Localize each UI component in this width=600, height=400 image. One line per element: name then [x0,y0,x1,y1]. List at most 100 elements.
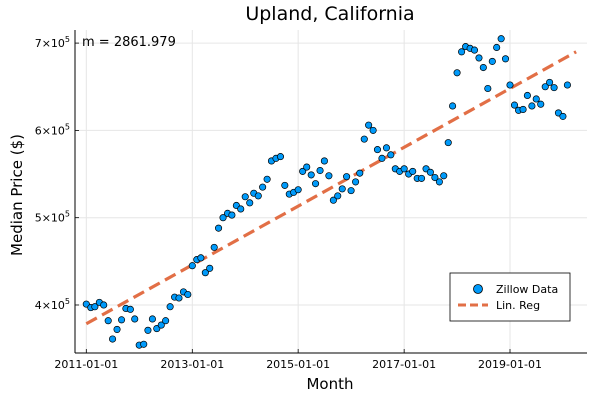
data-point [100,301,108,309]
data-point [276,153,285,161]
chart-title: Upland, California [245,3,414,25]
data-point [320,157,328,165]
data-point [219,214,227,222]
x-tick-label: 2011-01-01 [54,358,118,371]
data-point [373,146,382,154]
data-point [369,126,377,134]
data-point [360,135,368,143]
data-point [510,101,519,109]
data-point [210,243,218,251]
plot-frame [74,30,587,354]
slope-annotation: m = 2861.979 [82,35,176,50]
data-point [316,166,324,175]
data-point [131,315,139,323]
data-point [352,178,360,186]
data-point [458,48,466,56]
legend-label-linreg: Lin. Reg [496,299,540,312]
data-point [431,173,439,182]
data-point [197,254,205,262]
data-point [104,317,112,325]
regression-line-layer [85,50,577,326]
x-axis-ticks: 2011-01-01 2013-01-01 2015-01-01 2017-01-01… [54,358,542,371]
regression-line [85,50,577,326]
data-point [435,178,443,186]
data-point [299,167,307,175]
data-point [329,196,337,204]
y-tick-mantissa: 5 [35,212,42,225]
data-point [365,121,373,129]
y-tick-label: 6×105 [35,122,70,137]
y-tick-label: 5×105 [35,210,70,225]
legend-box [449,272,571,322]
y-tick-exponent: 5 [65,297,70,306]
data-point [523,91,531,100]
data-point [506,81,514,89]
legend-label-zillow: Zillow Data [496,283,558,296]
data-point [166,303,174,311]
data-point [175,294,183,302]
data-point [126,305,134,313]
data-point [559,112,567,120]
data-point [140,340,148,348]
y-tick-base: ×10 [42,212,65,225]
x-tick-label: 2019-01-01 [478,358,542,371]
data-point [418,174,426,182]
data-point [157,321,165,329]
y-axis-title: Median Price ($) [8,134,26,256]
data-point [294,186,302,194]
y-tick-exponent: 5 [65,210,70,219]
data-point [281,181,289,189]
data-point [312,180,320,188]
data-point [215,224,223,232]
data-point [532,95,540,103]
y-tick-label: 4×105 [35,297,70,312]
data-point [400,165,408,173]
data-point [537,100,545,108]
data-point [201,269,209,277]
data-point [449,102,457,110]
y-tick-exponent: 5 [65,122,70,131]
data-point [259,183,267,191]
data-point [303,163,311,171]
data-point [501,55,510,63]
data-point [470,46,479,54]
data-point [338,185,346,193]
data-point [113,325,121,333]
data-point [493,43,501,52]
data-point [382,144,391,152]
data-point [307,171,315,179]
y-tick-base: ×10 [42,299,65,312]
data-point [444,139,452,147]
data-point [541,83,549,91]
data-point [109,335,117,343]
y-tick-label: 7×105 [35,35,70,50]
data-point [263,175,271,183]
data-point [334,192,342,200]
data-point [497,35,505,43]
data-point [475,54,483,62]
x-axis-title: Month [306,375,353,393]
data-point [241,193,249,201]
data-point [550,84,558,92]
data-point [528,102,536,110]
y-tick-base: ×10 [42,37,65,50]
data-point [453,69,461,77]
data-point [91,303,99,311]
data-point [484,84,492,93]
data-point [546,78,554,86]
data-point [563,81,571,89]
y-tick-mantissa: 6 [35,124,42,137]
data-point [356,169,364,177]
x-tick-label: 2017-01-01 [372,358,436,371]
data-point [325,172,333,180]
data-point [343,173,351,181]
data-point [519,105,527,113]
x-tick-label: 2015-01-01 [266,358,330,371]
data-point [184,290,192,299]
data-point [479,63,487,72]
data-point [228,211,236,219]
data-point [206,264,214,272]
